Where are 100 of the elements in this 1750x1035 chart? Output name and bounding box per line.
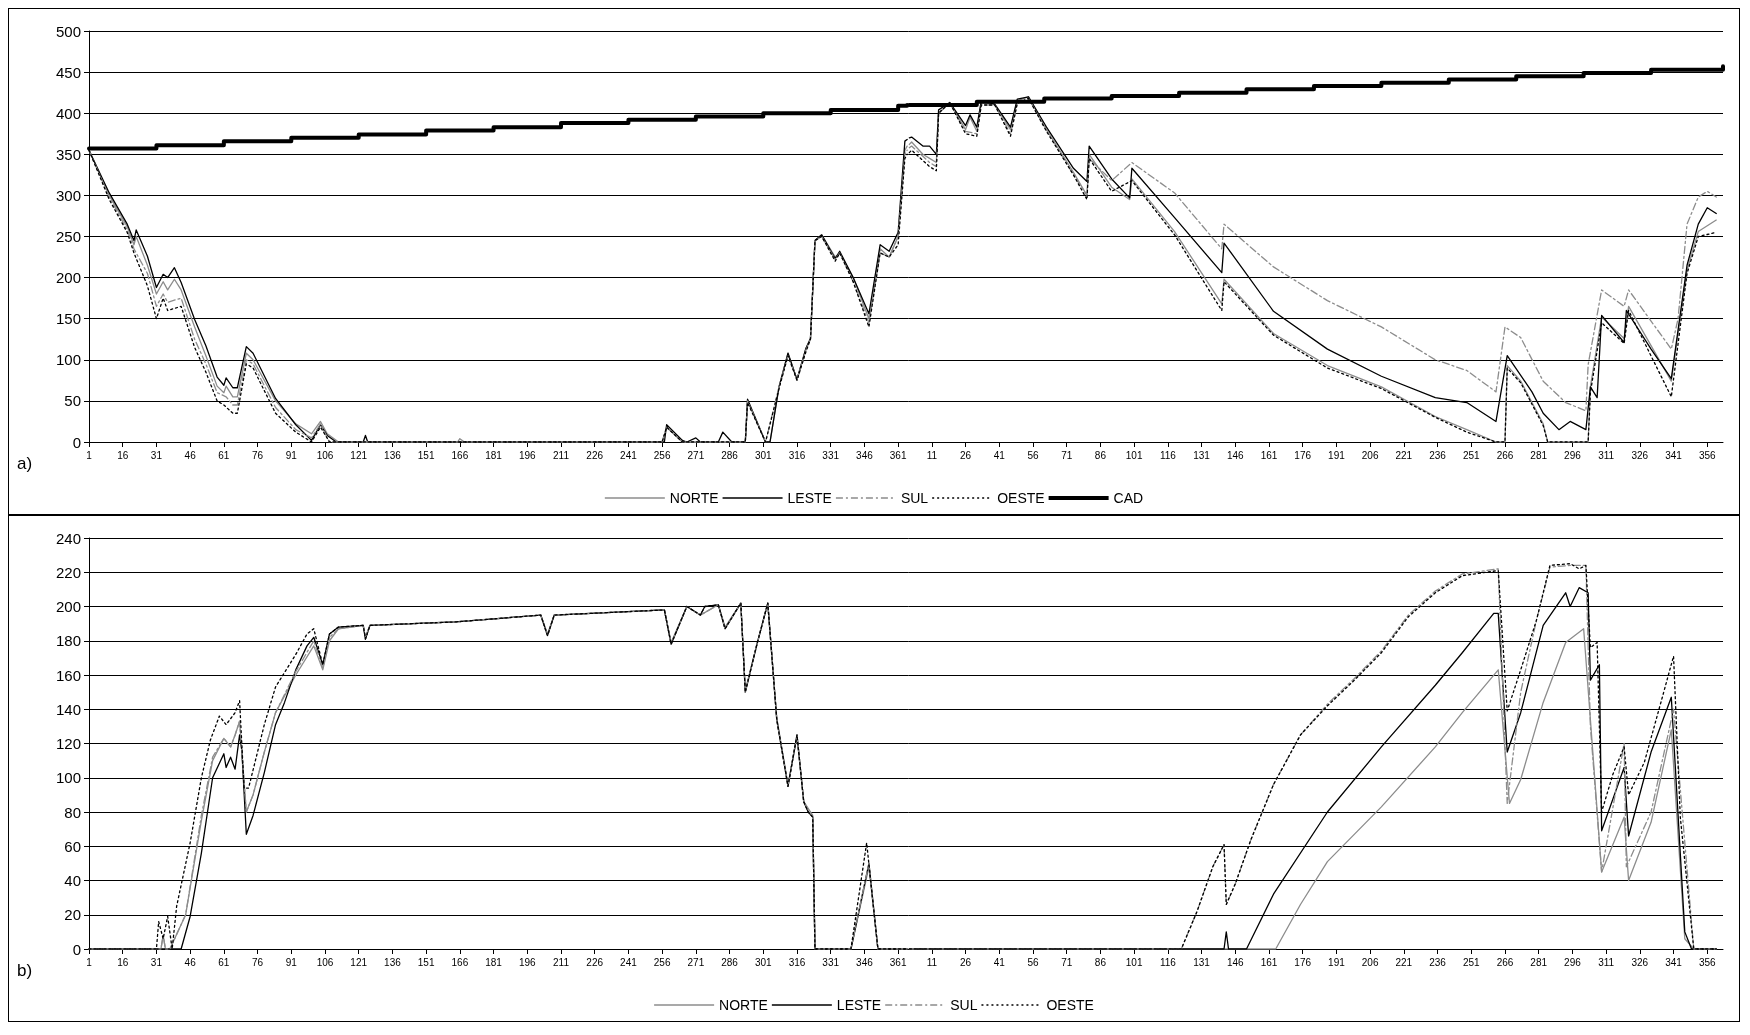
x-tick-label: 191 xyxy=(1328,956,1346,968)
x-tick-label: 101 xyxy=(1125,956,1143,968)
y-tick-label: 140 xyxy=(55,700,81,718)
x-tick-label: 341 xyxy=(1665,956,1683,968)
x-tick-label: 46 xyxy=(184,449,197,461)
x-tick-label: 41 xyxy=(993,956,1006,968)
y-tick-label: 40 xyxy=(64,872,81,889)
legend-label: SUL xyxy=(900,490,929,506)
x-tick-label: 326 xyxy=(1631,956,1649,968)
x-tick-label: 331 xyxy=(822,449,840,461)
y-tick-label: 100 xyxy=(55,769,81,787)
x-tick-label: 326 xyxy=(1631,449,1649,461)
y-tick-label: 450 xyxy=(55,63,81,81)
x-tick-label: 11 xyxy=(926,956,938,968)
x-tick-label: 296 xyxy=(1564,956,1582,968)
x-tick-label: 146 xyxy=(1226,449,1245,461)
legend-label: NORTE xyxy=(669,490,719,506)
x-tick-label: 181 xyxy=(485,956,503,968)
x-tick-label: 106 xyxy=(316,449,334,461)
x-tick-label: 256 xyxy=(653,449,671,461)
x-tick-label: 16 xyxy=(117,956,129,968)
x-tick-label: 356 xyxy=(1698,956,1717,968)
x-tick-label: 116 xyxy=(1159,956,1177,968)
x-tick-label: 106 xyxy=(316,956,334,968)
x-tick-label: 361 xyxy=(889,449,907,461)
y-tick-label: 20 xyxy=(64,906,81,924)
x-tick-label: 346 xyxy=(856,449,874,461)
x-tick-label: 121 xyxy=(350,956,368,968)
x-tick-label: 241 xyxy=(620,956,638,968)
y-tick-label: 100 xyxy=(55,351,81,369)
x-tick-label: 236 xyxy=(1429,956,1447,968)
x-tick-label: 41 xyxy=(993,449,1006,461)
x-tick-label: 311 xyxy=(1598,956,1615,968)
legend-label: NORTE xyxy=(719,997,768,1013)
x-tick-label: 296 xyxy=(1564,449,1582,461)
x-tick-label: 271 xyxy=(687,956,705,968)
y-tick-label: 180 xyxy=(55,632,81,650)
text: a) xyxy=(17,454,33,473)
x-tick-label: 136 xyxy=(384,956,402,968)
x-tick-label: 161 xyxy=(1260,956,1278,968)
x-tick-label: 56 xyxy=(1027,449,1039,461)
legend-label: OESTE xyxy=(997,490,1045,506)
x-tick-label: 301 xyxy=(754,449,773,461)
x-tick-label: 301 xyxy=(754,956,773,968)
y-tick-label: 150 xyxy=(55,310,81,328)
x-tick-label: 26 xyxy=(960,956,972,968)
y-tick-label: 0 xyxy=(72,433,81,451)
x-tick-label: 281 xyxy=(1530,449,1548,461)
x-tick-label: 341 xyxy=(1665,449,1683,461)
x-tick-label: 256 xyxy=(653,956,671,968)
y-tick-label: 400 xyxy=(55,104,81,122)
legend-label: LESTE xyxy=(836,997,882,1013)
x-tick-label: 116 xyxy=(1159,449,1177,461)
legend-label: CAD xyxy=(1113,490,1144,506)
x-tick-label: 121 xyxy=(350,449,368,461)
legend-label: LESTE xyxy=(787,490,832,506)
x-tick-label: 346 xyxy=(856,956,874,968)
x-tick-label: 271 xyxy=(687,449,705,461)
x-tick-label: 166 xyxy=(451,956,469,968)
x-tick-label: 61 xyxy=(218,449,230,461)
x-tick-label: 191 xyxy=(1328,449,1346,461)
x-tick-label: 196 xyxy=(518,449,537,461)
x-tick-label: 251 xyxy=(1462,449,1481,461)
x-tick-label: 1 xyxy=(86,956,93,968)
x-tick-label: 146 xyxy=(1226,956,1245,968)
x-tick-label: 71 xyxy=(1061,449,1073,461)
x-tick-label: 206 xyxy=(1361,449,1379,461)
x-tick-label: 101 xyxy=(1125,449,1143,461)
x-tick-label: 26 xyxy=(960,449,972,461)
x-tick-label: 316 xyxy=(788,449,806,461)
x-tick-label: 131 xyxy=(1193,956,1211,968)
x-tick-label: 226 xyxy=(586,956,604,968)
y-tick-label: 50 xyxy=(64,392,81,410)
x-tick-label: 266 xyxy=(1496,449,1514,461)
y-tick-label: 500 xyxy=(55,22,81,40)
x-tick-label: 311 xyxy=(1598,449,1615,461)
x-tick-label: 86 xyxy=(1094,449,1107,461)
x-tick-label: 161 xyxy=(1260,449,1278,461)
y-tick-label: 0 xyxy=(72,940,81,958)
x-tick-label: 226 xyxy=(586,449,604,461)
y-tick-label: 220 xyxy=(55,563,81,581)
x-tick-label: 86 xyxy=(1094,956,1107,968)
x-tick-label: 31 xyxy=(150,449,163,461)
legend-label: SUL xyxy=(950,997,978,1013)
x-tick-label: 211 xyxy=(553,956,570,968)
y-tick-label: 300 xyxy=(55,186,81,204)
x-tick-label: 211 xyxy=(553,449,570,461)
y-tick-label: 350 xyxy=(55,145,81,163)
x-tick-label: 316 xyxy=(788,956,806,968)
x-tick-label: 176 xyxy=(1294,449,1312,461)
x-tick-label: 241 xyxy=(620,449,638,461)
x-tick-label: 236 xyxy=(1429,449,1447,461)
text: b) xyxy=(17,961,33,980)
x-tick-label: 11 xyxy=(926,449,938,461)
x-tick-label: 91 xyxy=(285,449,298,461)
y-tick-label: 200 xyxy=(55,598,81,615)
y-tick-label: 250 xyxy=(55,228,81,245)
x-tick-label: 56 xyxy=(1027,956,1039,968)
x-tick-label: 136 xyxy=(384,449,402,461)
x-tick-label: 46 xyxy=(184,956,197,968)
